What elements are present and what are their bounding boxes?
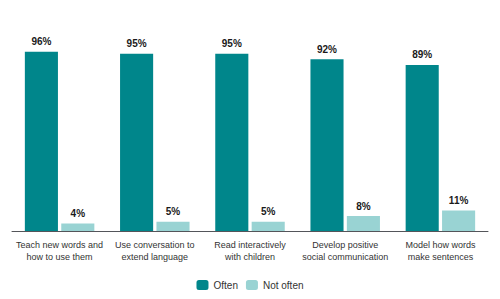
svg-text:5%: 5% [166, 206, 181, 217]
svg-text:92%: 92% [317, 44, 337, 55]
svg-text:11%: 11% [449, 195, 469, 206]
svg-text:Often: Often [213, 280, 237, 291]
svg-text:4%: 4% [71, 208, 86, 219]
svg-text:make sentences: make sentences [408, 252, 474, 262]
svg-text:95%: 95% [127, 38, 147, 49]
svg-text:Model how words: Model how words [405, 240, 476, 250]
svg-text:Not often: Not often [263, 280, 304, 291]
svg-text:95%: 95% [222, 38, 242, 49]
svg-text:how to use them: how to use them [27, 252, 93, 262]
svg-text:with children: with children [224, 252, 275, 262]
svg-text:96%: 96% [31, 36, 51, 47]
svg-text:8%: 8% [356, 201, 371, 212]
svg-text:extend language: extend language [122, 252, 189, 262]
svg-text:5%: 5% [261, 206, 276, 217]
svg-text:Use conversation to: Use conversation to [115, 240, 195, 250]
svg-text:Develop positive: Develop positive [312, 240, 378, 250]
svg-text:Teach new words and: Teach new words and [16, 240, 103, 250]
svg-text:social communication: social communication [302, 252, 388, 262]
svg-text:Read interactively: Read interactively [214, 240, 286, 250]
svg-text:89%: 89% [412, 49, 432, 60]
